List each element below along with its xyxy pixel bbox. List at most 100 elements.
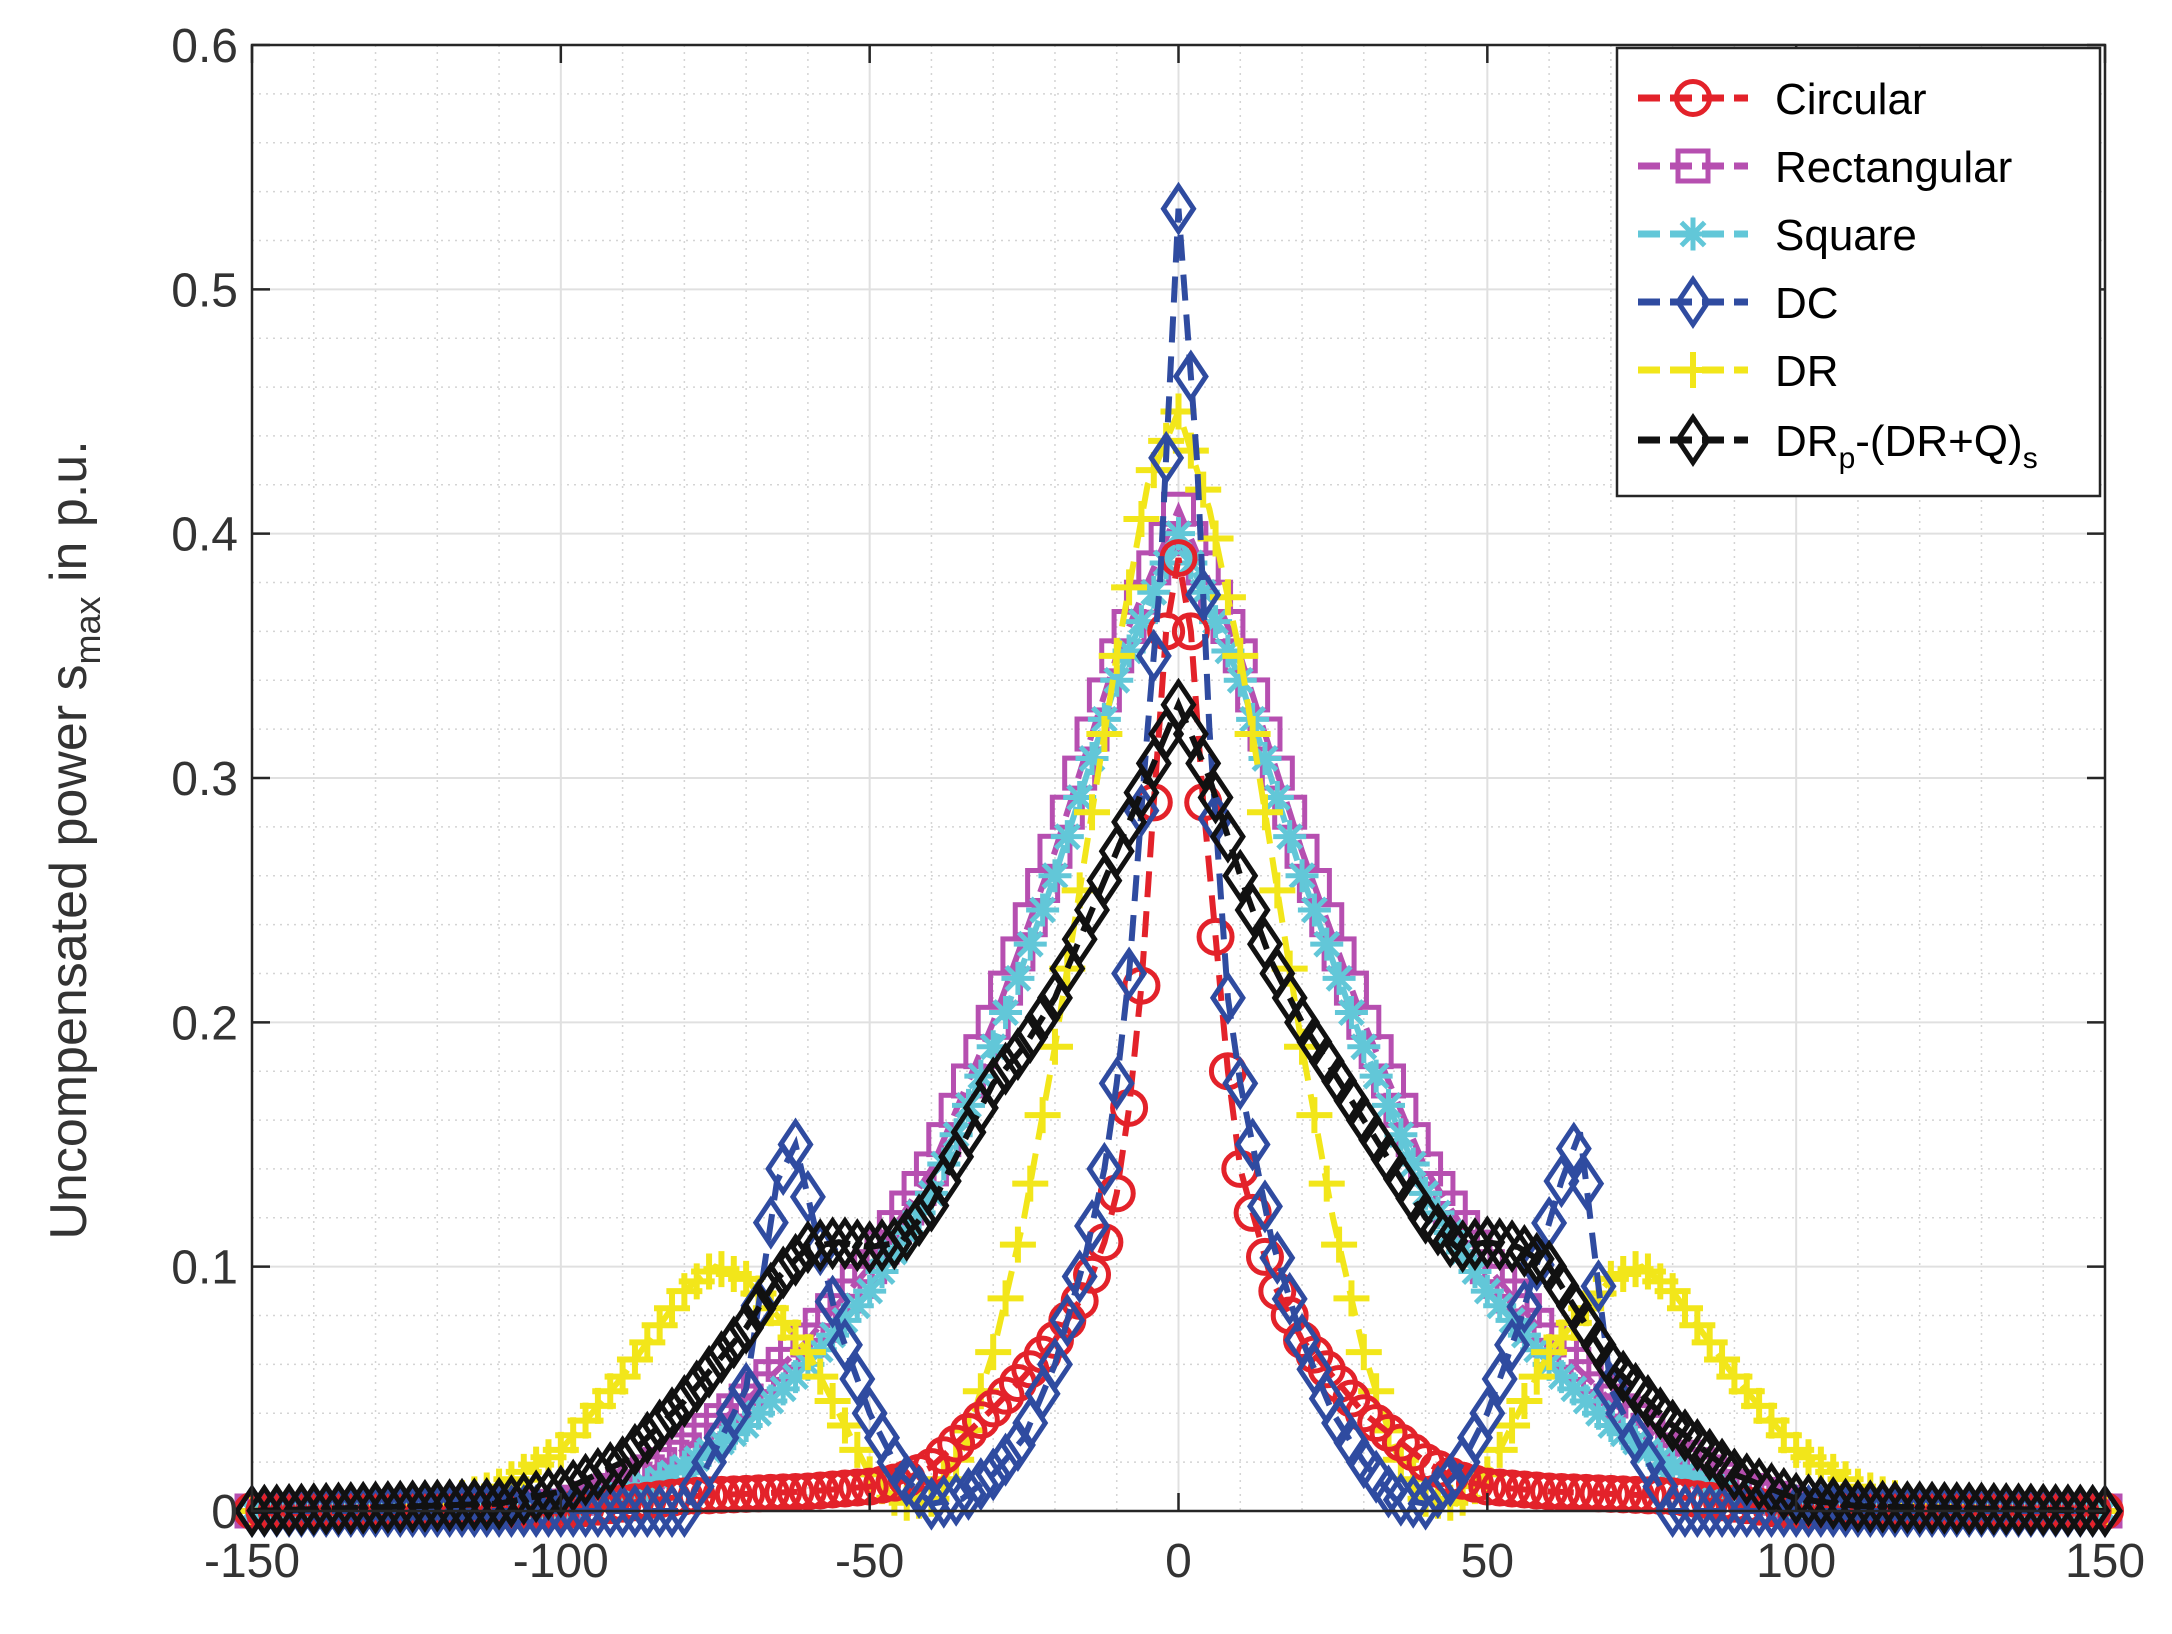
data-point — [999, 1226, 1036, 1263]
data-point — [1542, 1472, 1581, 1511]
data-point — [592, 1483, 629, 1539]
y-tick-label: 0.4 — [171, 509, 238, 562]
legend-label-rectangular: Rectangular — [1775, 143, 2012, 192]
y-tick-labels: 0 0.1 0.2 0.3 0.4 0.5 0.6 — [171, 20, 238, 1539]
data-point — [1741, 1457, 1778, 1512]
data-point — [1480, 1468, 1519, 1507]
data-point — [1211, 634, 1245, 668]
data-point — [840, 1289, 874, 1323]
legend-label-drp-base: DR — [1775, 417, 1839, 466]
data-point — [320, 1481, 357, 1536]
data-point — [1432, 1214, 1469, 1269]
data-point — [643, 1462, 677, 1496]
data-point — [1481, 1352, 1518, 1407]
data-point — [616, 1422, 653, 1477]
data-point — [1518, 1358, 1555, 1395]
data-point — [1185, 567, 1222, 622]
data-point — [2074, 1483, 2111, 1538]
data-point — [1506, 1279, 1543, 1334]
data-point — [814, 1274, 851, 1329]
data-point — [1790, 1473, 1827, 1528]
data-point — [1162, 517, 1195, 551]
data-point — [1123, 501, 1160, 538]
data-point — [1209, 970, 1246, 1025]
data-point — [1036, 1337, 1073, 1392]
data-point — [764, 1473, 803, 1512]
data-point — [975, 1334, 1012, 1371]
data-point — [1111, 569, 1148, 606]
data-point — [692, 1433, 726, 1467]
data-point — [1926, 1480, 1963, 1535]
data-point — [715, 1315, 752, 1370]
data-point — [332, 1481, 369, 1536]
data-point — [1172, 349, 1209, 404]
data-point — [1554, 1473, 1593, 1512]
data-point — [1456, 1217, 1493, 1272]
data-point — [1382, 1472, 1419, 1527]
data-point — [1334, 996, 1368, 1030]
x-tick-label: 150 — [2065, 1535, 2145, 1588]
y-axis-label-tail: in p.u. — [40, 440, 98, 596]
data-point — [1654, 1483, 1691, 1539]
data-point — [1012, 1165, 1049, 1202]
data-point — [766, 1372, 800, 1406]
data-point — [1024, 1097, 1061, 1134]
data-point — [1245, 1237, 1284, 1276]
data-point — [728, 1300, 765, 1355]
data-point — [826, 1317, 863, 1372]
data-point — [826, 1407, 863, 1444]
data-point — [1728, 1452, 1765, 1507]
data-point — [283, 1482, 320, 1537]
data-point — [1185, 736, 1222, 791]
x-tick-label: -50 — [835, 1535, 904, 1588]
data-point — [1321, 1226, 1358, 1263]
data-point — [1938, 1481, 1975, 1536]
data-point — [976, 1030, 1010, 1064]
data-point — [1469, 1215, 1506, 1270]
data-point — [1544, 1360, 1578, 1394]
data-point — [1481, 1217, 1518, 1272]
data-point — [604, 1483, 641, 1539]
data-point — [1876, 1479, 1913, 1534]
legend-item-2 — [1638, 217, 1748, 251]
data-point — [667, 1450, 701, 1484]
data-point — [888, 1207, 925, 1262]
data-point — [1186, 575, 1220, 609]
legend-item-3 — [1638, 274, 1748, 330]
data-point — [1680, 1462, 1714, 1496]
legend-label-drp-mid: -(DR+Q) — [1855, 417, 2022, 466]
data-point — [1384, 1118, 1418, 1152]
data-point — [1013, 927, 1047, 961]
x-tick-label: 100 — [1756, 1535, 1836, 1588]
data-point — [654, 1483, 691, 1539]
data-point — [1086, 1141, 1123, 1196]
legend-label-drp-drq: DRp-(DR+Q)s — [1775, 417, 2038, 475]
data-point — [419, 1478, 456, 1533]
data-point — [1555, 1121, 1592, 1176]
data-point — [1716, 1447, 1753, 1502]
data-point — [1248, 741, 1282, 775]
data-point — [777, 1117, 814, 1172]
data-point — [1074, 1198, 1111, 1253]
data-point — [987, 1041, 1024, 1096]
data-point — [876, 1216, 913, 1271]
legend-item-0 — [1638, 79, 1748, 117]
data-point — [1396, 1147, 1430, 1181]
data-point — [816, 1318, 850, 1352]
legend-label-drp-sub1: p — [1839, 442, 1856, 475]
data-point — [704, 1425, 738, 1459]
data-point — [1569, 1384, 1603, 1418]
data-point — [1273, 820, 1307, 854]
data-point — [678, 1359, 715, 1414]
data-point — [839, 1431, 876, 1468]
x-tick-label: 0 — [1165, 1535, 1192, 1588]
data-point — [1185, 471, 1222, 508]
data-point — [246, 1483, 283, 1538]
data-point — [1171, 612, 1210, 651]
data-point — [394, 1479, 431, 1534]
data-point — [937, 1424, 976, 1463]
data-point — [1124, 605, 1158, 639]
data-point — [1963, 1481, 2000, 1536]
data-point — [579, 1483, 616, 1539]
